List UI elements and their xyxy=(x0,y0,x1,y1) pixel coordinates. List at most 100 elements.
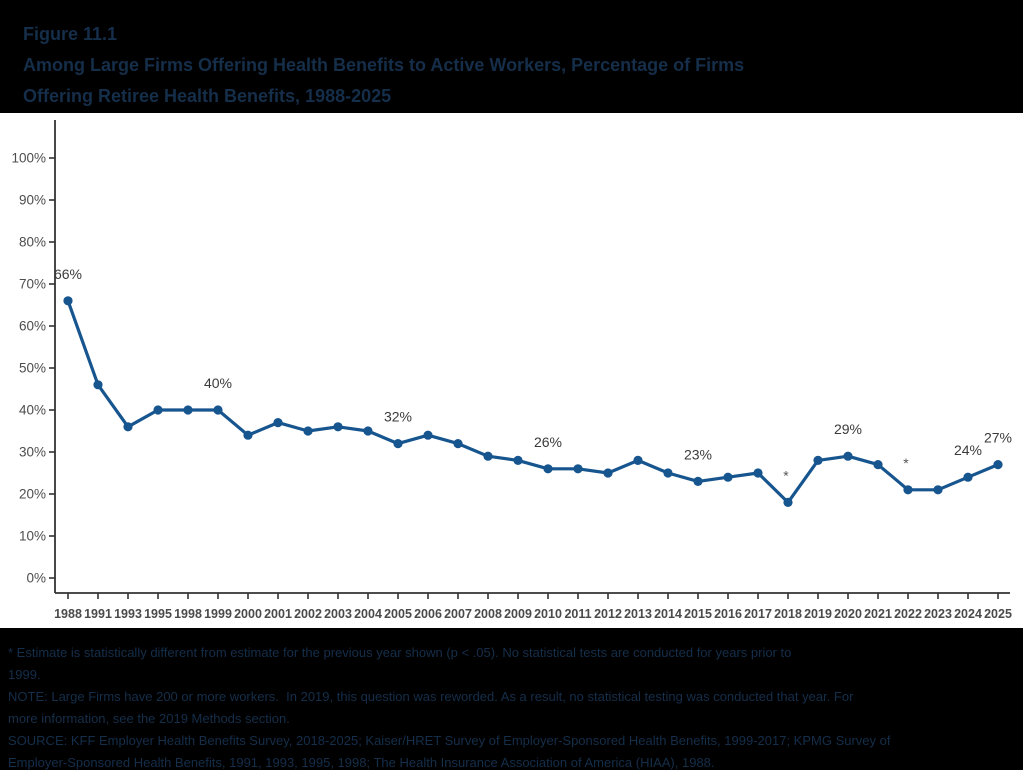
footnote-significance-line-1: * Estimate is statistically different fr… xyxy=(8,645,792,660)
data-point xyxy=(723,472,733,482)
plot-panel: 0% 10% 20% 30% 40% 50% 60% 70% 80% 90% 100% 1988 199… xyxy=(0,113,1023,628)
chart-title-line-1: Among Large Firms Offering Health Benefi… xyxy=(23,55,745,75)
y-tick-label: 20% xyxy=(19,487,46,502)
data-point xyxy=(693,476,703,486)
x-tick-label: 1993 xyxy=(114,607,142,621)
footnotes: * Estimate is statistically different fr… xyxy=(0,628,1023,770)
data-point xyxy=(93,380,103,390)
value-label: 24% xyxy=(954,442,982,458)
x-tick-label: 2017 xyxy=(744,607,772,621)
x-tick-label: 2001 xyxy=(264,607,292,621)
data-point xyxy=(363,426,373,436)
x-tick-label: 2016 xyxy=(714,607,742,621)
significance-asterisk: * xyxy=(783,467,789,483)
y-tick-label: 70% xyxy=(19,277,46,292)
data-point xyxy=(963,472,973,482)
footnote-note-line-1: NOTE: Large Firms have 200 or more worke… xyxy=(8,689,854,704)
x-tick-label: 2013 xyxy=(624,607,652,621)
x-tick-label: 1995 xyxy=(144,607,172,621)
y-tick-label: 0% xyxy=(26,571,46,586)
x-tick-label: 2002 xyxy=(294,607,322,621)
data-point xyxy=(603,468,613,478)
data-point xyxy=(903,485,913,495)
footnote-note-line-2: more information, see the 2019 Methods s… xyxy=(8,711,290,726)
value-label: 29% xyxy=(834,421,862,437)
data-point xyxy=(303,426,313,436)
x-tick-label: 2024 xyxy=(954,607,982,621)
data-point xyxy=(843,451,853,461)
y-tick-label: 40% xyxy=(19,403,46,418)
data-point xyxy=(513,455,523,465)
data-point xyxy=(453,439,463,449)
y-tick-label: 100% xyxy=(11,151,46,166)
data-point xyxy=(483,451,493,461)
x-tick-label: 1999 xyxy=(204,607,232,621)
retiree-benefits-line-chart: 0%10%20%30%40%50%60%70%80%90%100%1988 199… xyxy=(11,120,1012,621)
y-tick-label: 60% xyxy=(19,319,46,334)
data-point xyxy=(873,460,883,470)
y-tick-label: 50% xyxy=(19,361,46,376)
data-point xyxy=(213,405,223,415)
data-point xyxy=(123,422,133,432)
data-point xyxy=(813,455,823,465)
x-tick-label: 2018 xyxy=(774,607,802,621)
figure-number: Figure 11.1 xyxy=(23,24,118,44)
chart-header: Figure 11.1 Among Large Firms Offering H… xyxy=(0,0,1023,113)
value-label: 32% xyxy=(384,409,412,425)
chart-title-line-2: Offering Retiree Health Benefits, 1988-2… xyxy=(23,86,392,106)
x-tick-label: 2005 xyxy=(384,607,412,621)
data-point xyxy=(183,405,193,415)
y-tick-label: 30% xyxy=(19,445,46,460)
x-tick-label: 2015 xyxy=(684,607,712,621)
x-tick-label: 2023 xyxy=(924,607,952,621)
data-point xyxy=(273,418,283,428)
value-label: 40% xyxy=(204,375,232,391)
x-tick-label: 1991 xyxy=(84,607,112,621)
value-label: 26% xyxy=(534,434,562,450)
x-tick-label: 2022 xyxy=(894,607,922,621)
x-tick-label: 2006 xyxy=(414,607,442,621)
data-point xyxy=(243,430,253,440)
data-point xyxy=(753,468,763,478)
x-tick-label: 1988 xyxy=(54,607,82,621)
y-tick-label: 80% xyxy=(19,235,46,250)
x-tick-label: 2011 xyxy=(564,607,591,621)
data-point xyxy=(393,439,403,449)
data-point xyxy=(543,464,553,474)
x-tick-label: 2000 xyxy=(234,607,262,621)
x-tick-label: 2003 xyxy=(324,607,352,621)
significance-asterisk: * xyxy=(903,455,909,471)
x-tick-label: 2021 xyxy=(864,607,892,621)
data-point xyxy=(153,405,163,415)
data-point xyxy=(573,464,583,474)
value-label: 66% xyxy=(54,266,82,282)
footnote-source-line-1: SOURCE: KFF Employer Health Benefits Sur… xyxy=(8,733,891,748)
value-label: 23% xyxy=(684,446,712,462)
x-tick-label: 2019 xyxy=(804,607,832,621)
data-point xyxy=(63,296,73,306)
data-point xyxy=(633,455,643,465)
data-point xyxy=(993,460,1003,470)
footnote-source-line-2: Employer-Sponsored Health Benefits, 1991… xyxy=(8,755,715,770)
x-tick-label: 2014 xyxy=(654,607,682,621)
x-tick-label: 1998 xyxy=(174,607,202,621)
x-tick-label: 2012 xyxy=(594,607,622,621)
y-tick-label: 10% xyxy=(19,529,46,544)
x-tick-label: 2004 xyxy=(354,607,382,621)
x-tick-label: 2020 xyxy=(834,607,862,621)
value-label: 27% xyxy=(984,430,1012,446)
y-tick-label: 90% xyxy=(19,193,46,208)
data-point xyxy=(933,485,943,495)
data-point xyxy=(423,430,433,440)
data-point xyxy=(333,422,343,432)
data-point xyxy=(663,468,673,478)
x-tick-label: 2007 xyxy=(444,607,472,621)
x-tick-label: 2010 xyxy=(534,607,562,621)
trend-line xyxy=(66,299,1000,504)
x-tick-label: 2009 xyxy=(504,607,532,621)
data-point xyxy=(783,497,793,507)
x-tick-label: 2008 xyxy=(474,607,502,621)
x-tick-label: 2025 xyxy=(984,607,1012,621)
footnote-significance-line-2: 1999. xyxy=(8,667,41,682)
